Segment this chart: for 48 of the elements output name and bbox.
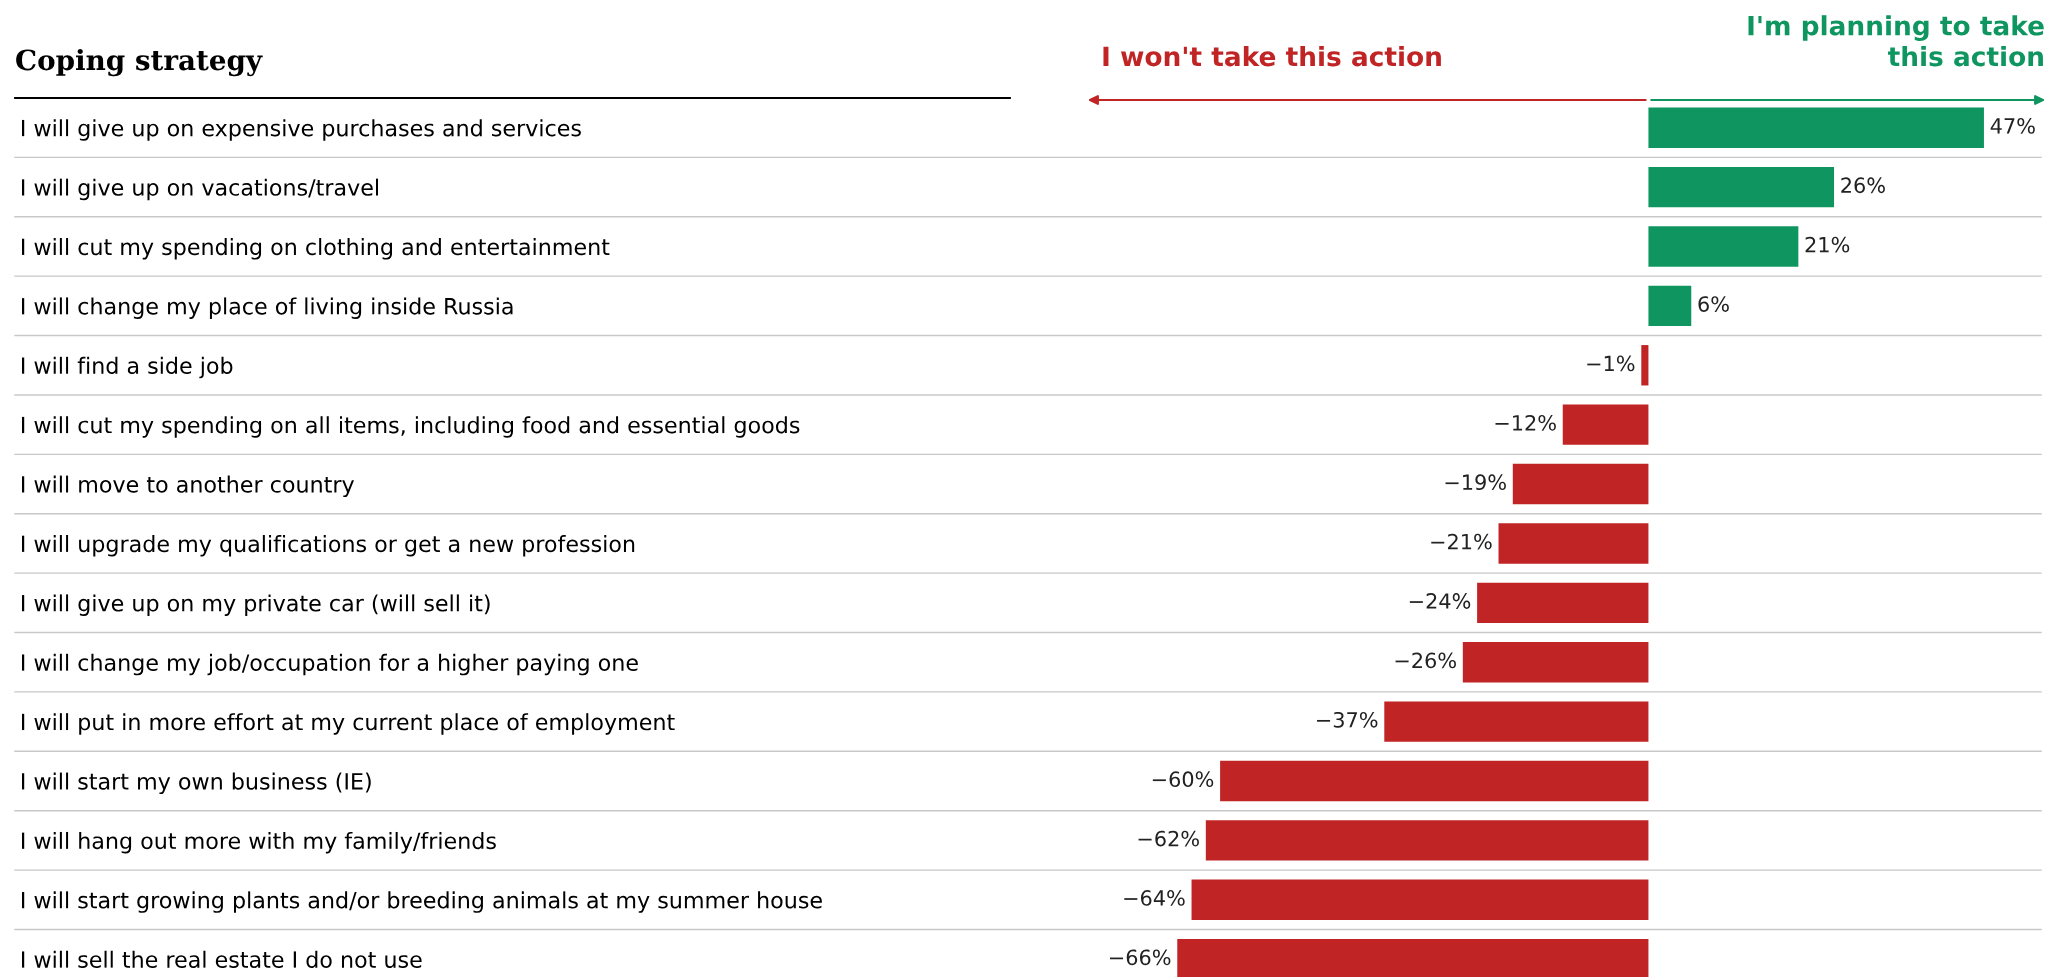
text: I won't take this action [1103,45,1441,67]
data-label: 21% [1805,236,1850,253]
y-tick-label: I will move to another country [22,475,354,498]
y-tick-label: I will upgrade my qualifications or get a new profession [22,535,635,557]
bar [1220,760,1649,802]
y-tick-label: I will change my place of living inside Russia [22,297,513,319]
bar [1648,226,1799,267]
y-tick-label: I will cut my spending on all items, including food and essential goods [22,416,800,438]
y-tick-label: I will change my job/occupation for a higher paying one [22,653,638,676]
bar [1384,701,1649,742]
bar [1191,879,1649,920]
bar [1477,582,1649,624]
bar [1498,523,1649,564]
data-label: −26% [1395,652,1456,669]
data-label: 26% [1841,177,1885,194]
y-tick-label: I will give up on my private car (will sell it) [22,594,490,616]
y-tick-label: I will hang out more with my family/friends [22,831,496,854]
bar [1462,642,1649,683]
bar [1648,107,1984,148]
bar [1641,345,1649,386]
y-tick-label: I will start growing plants and/or breeding animals at my summer house [22,891,822,913]
data-label: −24% [1409,593,1471,609]
y-tick-label: I will start my own business (IE) [22,772,371,795]
data-label: −21% [1431,533,1492,550]
data-label: −60% [1152,771,1214,788]
bar [1512,463,1649,505]
bar [1562,404,1649,445]
y-tick-label: I will find a side job [22,356,233,379]
text: I'm planning to take this action [1748,15,2044,67]
y-tick-label: I will give up on expensive purchases and services [22,119,581,141]
data-label: −1% [1587,355,1635,372]
data-label: 47% [1990,117,2035,134]
y-tick-label: I will sell the real estate I do not use [22,950,422,968]
y-tick-label: I will put in more effort at my current place of employment [22,713,675,735]
data-label: −64% [1124,890,1185,906]
y-tick-label: I will give up on vacations/travel [22,178,378,201]
data-label: 6% [1698,296,1729,312]
data-label: −19% [1445,474,1506,491]
data-label: −37% [1317,711,1378,728]
bar [1205,820,1649,861]
bar [1648,285,1692,327]
data-label: −12% [1495,414,1556,431]
bar [1648,166,1835,208]
bar [1177,938,1649,977]
data-label: −62% [1138,830,1199,847]
text: Coping strategy [16,48,263,77]
y-tick-label: I will cut my spending on clothing and entertainment [22,238,610,260]
data-label: −66% [1110,949,1171,966]
